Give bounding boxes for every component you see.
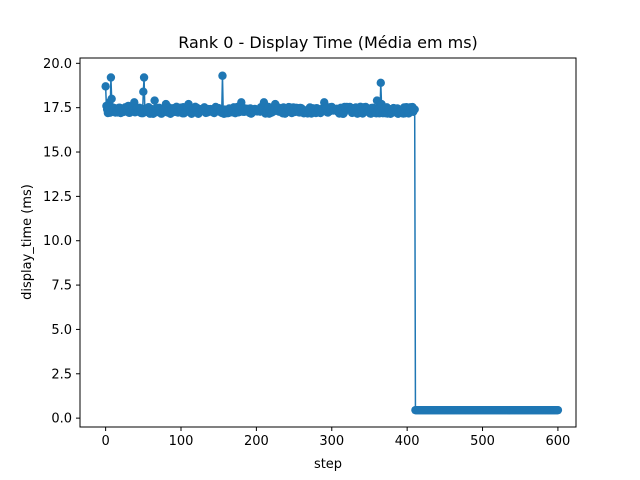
x-tick-label: 600 (545, 434, 570, 449)
x-tick-label: 300 (319, 434, 344, 449)
data-point (139, 87, 148, 96)
data-point (376, 78, 385, 88)
y-axis: 0.0 2.5 5.0 7.5 10.0 12.5 15.0 17.5 20.0 (43, 57, 80, 427)
data-point (106, 73, 116, 82)
y-tick-label: 2.5 (51, 367, 72, 382)
chart-title: Rank 0 - Display Time (Média em ms) (178, 33, 478, 52)
data-point (107, 94, 116, 104)
y-tick-label: 10.0 (43, 234, 72, 249)
plot-area (101, 71, 563, 415)
y-tick-label: 0.0 (51, 412, 72, 427)
y-axis-label: display_time (ms) (20, 184, 35, 300)
data-point (150, 96, 159, 105)
y-tick-label: 17.5 (43, 101, 72, 116)
x-tick-label: 400 (395, 434, 420, 449)
x-tick-label: 0 (101, 434, 109, 449)
x-tick-label: 500 (470, 434, 495, 449)
data-point (410, 105, 419, 114)
x-axis-label: step (314, 457, 342, 472)
y-tick-label: 7.5 (51, 279, 72, 294)
y-tick-label: 20.0 (43, 57, 72, 72)
data-point (139, 73, 149, 82)
data-point (553, 405, 563, 415)
data-point (218, 71, 227, 80)
x-tick-label: 200 (244, 434, 269, 449)
y-tick-label: 5.0 (51, 323, 72, 338)
y-tick-label: 12.5 (43, 190, 72, 205)
x-tick-label: 100 (169, 434, 194, 449)
plot-frame (79, 57, 577, 428)
data-point (101, 82, 110, 91)
y-tick-label: 15.0 (43, 146, 72, 161)
x-axis: 0 100 200 300 400 500 600 (101, 427, 570, 449)
